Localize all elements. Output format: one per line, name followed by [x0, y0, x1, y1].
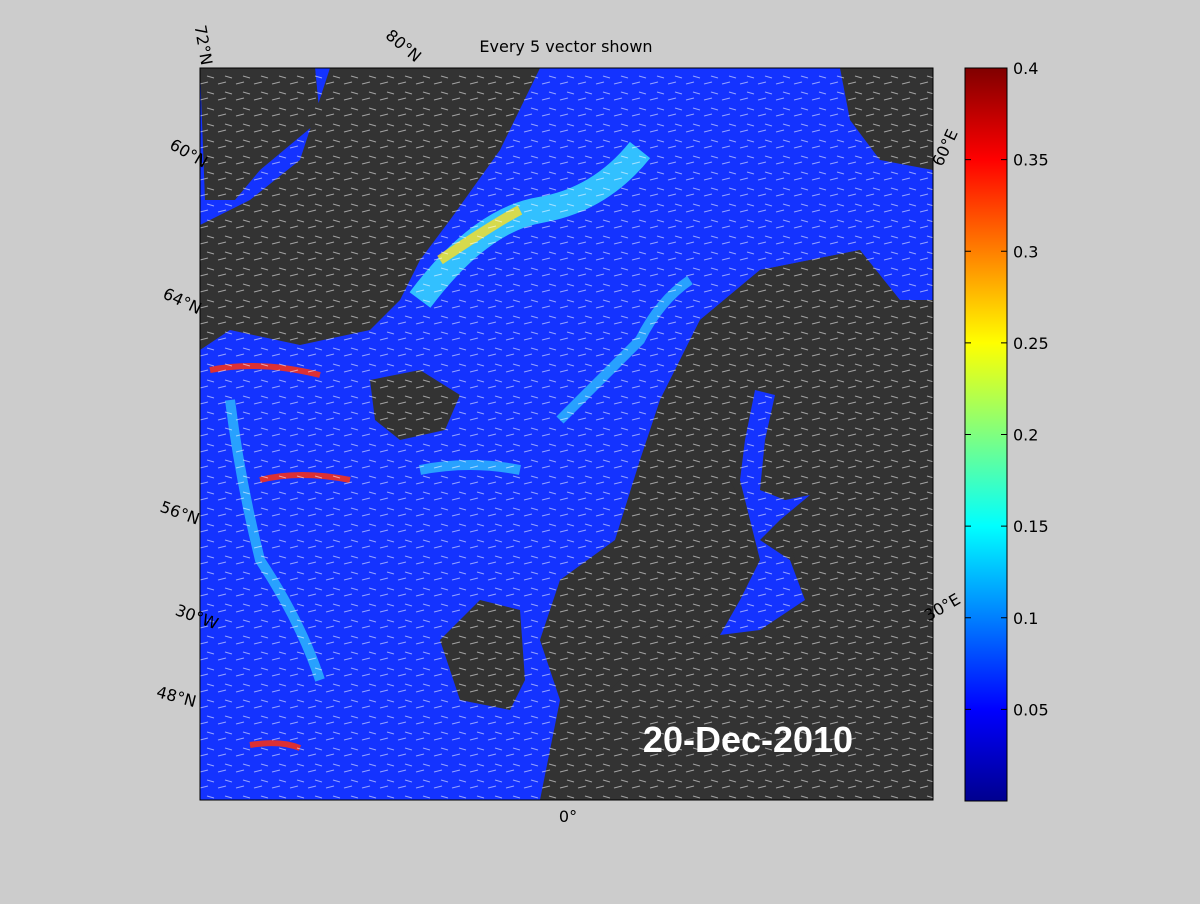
map-frame: [199, 67, 934, 801]
colorbar-tick-label: 0.3: [1013, 242, 1038, 261]
colorbar-ticks: 0.05 0.1 0.15 0.2 0.25 0.3 0.35 0.4: [965, 59, 1049, 719]
vector-field: [200, 68, 933, 800]
colorbar-tick-label: 0.35: [1013, 151, 1049, 170]
map: [200, 68, 933, 800]
colorbar-tick-label: 0.15: [1013, 517, 1049, 536]
colorbar-tick-label: 0.05: [1013, 700, 1049, 719]
colorbar-tick-label: 0.2: [1013, 426, 1038, 445]
graticule-label: 0°: [559, 807, 577, 826]
map-title: Every 5 vector shown: [479, 37, 652, 56]
date-label: 20-Dec-2010: [643, 719, 853, 760]
colorbar-tick-label: 0.1: [1013, 609, 1038, 628]
colorbar-tick-label: 0.4: [1013, 59, 1038, 78]
colorbar-tick-label: 0.25: [1013, 334, 1049, 353]
colorbar: [964, 67, 1008, 802]
